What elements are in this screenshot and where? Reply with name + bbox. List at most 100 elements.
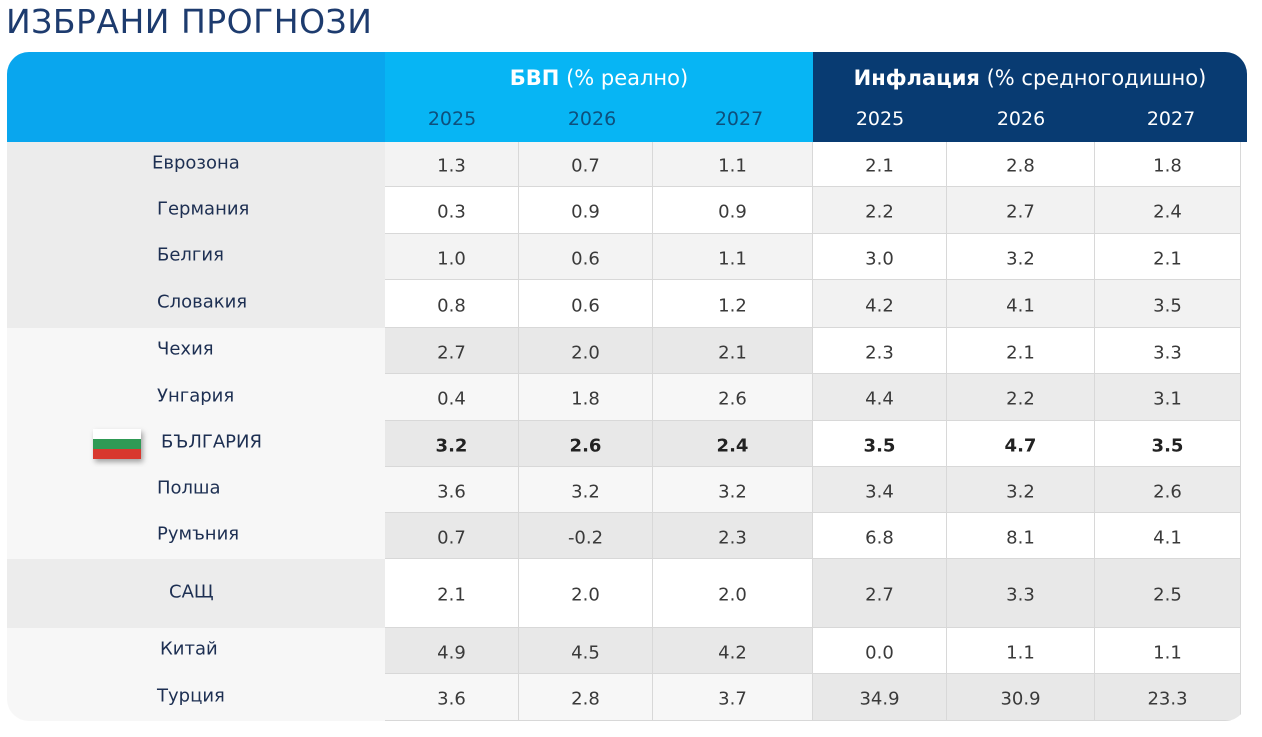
inf-value-cell: 4.2 xyxy=(813,280,947,328)
gdp-value: 2.0 xyxy=(571,584,600,606)
inf-value: 3.0 xyxy=(865,248,894,270)
gdp-value-cell: 1.8 xyxy=(519,374,653,421)
gdp-value-cell: 0.8 xyxy=(385,280,519,328)
country-cell: Китай xyxy=(7,628,385,674)
inf-value-cell: 3.3 xyxy=(1095,328,1241,374)
inf-value-cell: 3.2 xyxy=(947,234,1095,280)
gdp-value: 2.0 xyxy=(571,342,600,364)
inf-value-cell: 8.1 xyxy=(947,513,1095,559)
table-row: Еврозона 1.3 0.7 1.1 2.1 2.8 1.8 xyxy=(7,142,1247,187)
gdp-value: 4.5 xyxy=(571,642,600,664)
gdp-value: 0.7 xyxy=(571,155,600,177)
inf-value: 3.5 xyxy=(1151,435,1184,457)
gdp-title-rest: (% реално) xyxy=(559,66,689,90)
gdp-value: 2.4 xyxy=(716,435,749,457)
gdp-group-title: БВП (% реално) xyxy=(385,66,813,90)
inf-value-cell: 2.7 xyxy=(947,187,1095,234)
gdp-value: 0.7 xyxy=(437,527,466,549)
inf-value-cell: 1.8 xyxy=(1095,142,1241,187)
gdp-value: 1.1 xyxy=(718,155,747,177)
table-row: Белгия 1.0 0.6 1.1 3.0 3.2 2.1 xyxy=(7,234,1247,280)
inf-value-cell: 4.7 xyxy=(947,421,1095,467)
header-country-column xyxy=(7,52,385,142)
gdp-value: -0.2 xyxy=(567,527,604,549)
gdp-value: 2.1 xyxy=(437,584,466,606)
gdp-value-cell: 0.9 xyxy=(519,187,653,234)
inf-value-cell: 0.0 xyxy=(813,628,947,674)
inf-value: 4.2 xyxy=(865,295,894,317)
gdp-value: 3.7 xyxy=(718,688,747,710)
country-name: Словакия xyxy=(157,291,248,313)
inf-value: 3.5 xyxy=(1153,295,1182,317)
inf-value: 3.5 xyxy=(863,435,896,457)
gdp-value: 2.6 xyxy=(569,435,602,457)
gdp-value-cell: 3.7 xyxy=(653,674,813,721)
inf-value-cell: 3.5 xyxy=(813,421,947,467)
gdp-value-cell: 1.1 xyxy=(653,142,813,187)
table-row: Турция 3.6 2.8 3.7 34.9 30.9 23.3 xyxy=(7,674,1247,721)
country-name: Полша xyxy=(157,477,221,499)
country-cell: Еврозона xyxy=(7,142,385,187)
country-cell: БЪЛГАРИЯ xyxy=(7,421,385,467)
inf-value: 1.1 xyxy=(1006,642,1035,664)
inf-value: 8.1 xyxy=(1006,527,1035,549)
country-cell: Белгия xyxy=(7,234,385,280)
gdp-value-cell: 2.3 xyxy=(653,513,813,559)
inflation-year-3: 2027 xyxy=(1146,108,1196,130)
gdp-value: 4.2 xyxy=(718,642,747,664)
country-cell: Полша xyxy=(7,467,385,513)
country-name: Чехия xyxy=(157,338,214,360)
gdp-year-2: 2026 xyxy=(567,108,617,130)
country-cell: Румъния xyxy=(7,513,385,559)
inf-value: 2.1 xyxy=(1006,342,1035,364)
inf-value: 2.6 xyxy=(1153,481,1182,503)
gdp-value-cell: 4.9 xyxy=(385,628,519,674)
inf-value: 30.9 xyxy=(1000,688,1041,710)
inf-value: 1.8 xyxy=(1153,155,1182,177)
gdp-value-cell: 2.8 xyxy=(519,674,653,721)
inf-value-cell: 6.8 xyxy=(813,513,947,559)
table-row: Унгария 0.4 1.8 2.6 4.4 2.2 3.1 xyxy=(7,374,1247,421)
gdp-value-cell: 0.6 xyxy=(519,280,653,328)
gdp-value: 4.9 xyxy=(437,642,466,664)
inflation-year-2: 2026 xyxy=(996,108,1046,130)
inf-value: 2.8 xyxy=(1006,155,1035,177)
table-row: САЩ 2.1 2.0 2.0 2.7 3.3 2.5 xyxy=(7,559,1247,628)
inf-value-cell: 2.1 xyxy=(1095,234,1241,280)
gdp-value-cell: 0.7 xyxy=(385,513,519,559)
inf-value: 3.2 xyxy=(1006,248,1035,270)
page-title: ИЗБРАНИ ПРОГНОЗИ xyxy=(6,2,373,41)
inf-value-cell: 2.5 xyxy=(1095,559,1241,628)
inf-value-cell: 30.9 xyxy=(947,674,1095,721)
country-name: Белгия xyxy=(157,244,224,266)
inf-value-cell: 3.1 xyxy=(1095,374,1241,421)
gdp-value-cell: 0.6 xyxy=(519,234,653,280)
gdp-value-cell: 3.2 xyxy=(385,421,519,467)
gdp-value: 0.9 xyxy=(718,201,747,223)
inf-value-cell: 2.3 xyxy=(813,328,947,374)
country-cell: Германия xyxy=(7,187,385,234)
gdp-value-cell: 2.0 xyxy=(519,559,653,628)
table-row: Китай 4.9 4.5 4.2 0.0 1.1 1.1 xyxy=(7,628,1247,674)
inf-value: 6.8 xyxy=(865,527,894,549)
inflation-title-bold: Инфлация xyxy=(853,66,980,90)
inf-value-cell: 4.4 xyxy=(813,374,947,421)
gdp-value: 3.2 xyxy=(571,481,600,503)
inf-value: 2.4 xyxy=(1153,201,1182,223)
table-row: Чехия 2.7 2.0 2.1 2.3 2.1 3.3 xyxy=(7,328,1247,374)
table-row: Румъния 0.7 -0.2 2.3 6.8 8.1 4.1 xyxy=(7,513,1247,559)
inf-value-cell: 2.2 xyxy=(813,187,947,234)
gdp-value: 3.6 xyxy=(437,481,466,503)
table-row: Словакия 0.8 0.6 1.2 4.2 4.1 3.5 xyxy=(7,280,1247,328)
inf-value: 2.7 xyxy=(865,584,894,606)
inf-value: 4.7 xyxy=(1004,435,1037,457)
gdp-value-cell: 2.0 xyxy=(519,328,653,374)
inf-value-cell: 1.1 xyxy=(1095,628,1241,674)
gdp-value-cell: 3.2 xyxy=(519,467,653,513)
inflation-year-1: 2025 xyxy=(855,108,905,130)
inflation-title-rest: (% средногодишно) xyxy=(979,66,1207,90)
table-row: Полша 3.6 3.2 3.2 3.4 3.2 2.6 xyxy=(7,467,1247,513)
inf-value-cell: 2.7 xyxy=(813,559,947,628)
inf-value: 2.2 xyxy=(865,201,894,223)
country-name: САЩ xyxy=(169,580,214,602)
